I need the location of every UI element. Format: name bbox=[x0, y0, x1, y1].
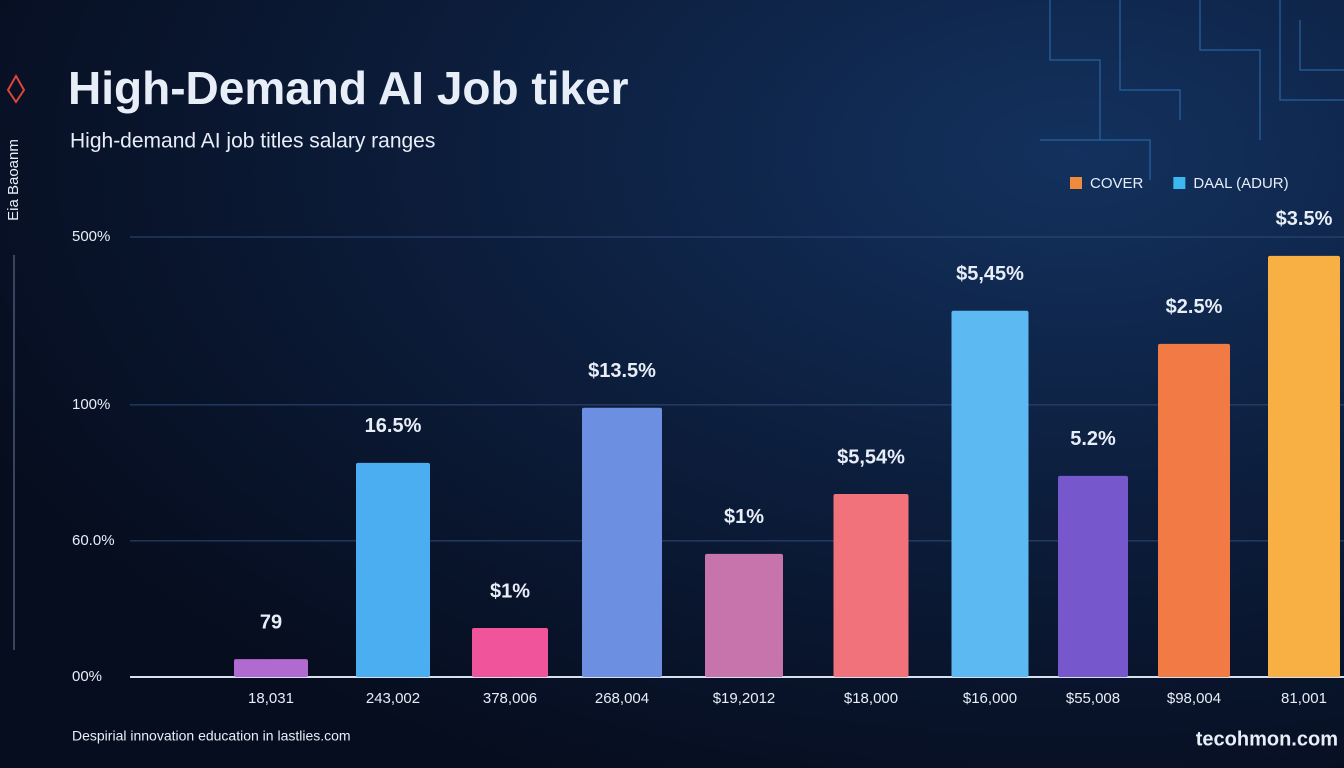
y-tick-label: 00% bbox=[72, 668, 102, 685]
legend-label: COVER bbox=[1090, 175, 1144, 192]
x-tick-label: $16,000 bbox=[963, 690, 1017, 707]
bar bbox=[234, 659, 308, 677]
legend-swatch bbox=[1173, 177, 1186, 189]
x-tick-label: 378,006 bbox=[483, 690, 537, 707]
x-tick-label: $18,000 bbox=[844, 690, 898, 707]
brand: tecohmon.com bbox=[1196, 728, 1338, 750]
chart-title: High-Demand AI Job tiker bbox=[68, 62, 629, 114]
y-tick-label: 500% bbox=[72, 228, 110, 245]
bar bbox=[951, 310, 1029, 677]
side-label: Eia Baoanm bbox=[5, 139, 22, 221]
x-tick-label: 81,001 bbox=[1281, 690, 1327, 707]
icon bbox=[6, 73, 26, 104]
y-tick-label: 60.0% bbox=[72, 532, 115, 549]
x-tick-label: 268,004 bbox=[595, 690, 649, 707]
x-tick-label: 18,031 bbox=[248, 690, 294, 707]
chart-subtitle: High-demand AI job titles salary ranges bbox=[70, 130, 435, 153]
x-tick-label: $98,004 bbox=[1167, 690, 1221, 707]
legend-label: DAAL (ADUR) bbox=[1193, 175, 1288, 192]
legend-swatch bbox=[1070, 177, 1082, 189]
x-tick-label: 243,002 bbox=[366, 690, 420, 707]
bar-annotation: 5.2% bbox=[1070, 428, 1116, 450]
bar bbox=[1058, 475, 1128, 677]
bar-annotation: $1% bbox=[490, 580, 530, 602]
bar-annotation: $2.5% bbox=[1166, 296, 1223, 318]
bar bbox=[1268, 255, 1340, 677]
bar-annotation: 79 bbox=[260, 611, 282, 633]
bar bbox=[705, 553, 783, 677]
bar-annotation: $3.5% bbox=[1276, 208, 1333, 230]
bar-annotation: $5,54% bbox=[837, 446, 905, 468]
bar bbox=[472, 628, 548, 677]
x-tick-label: $55,008 bbox=[1066, 690, 1120, 707]
bar-annotation: $5,45% bbox=[956, 263, 1024, 285]
bar bbox=[356, 462, 430, 677]
bar-annotation: $13.5% bbox=[588, 360, 656, 382]
bar bbox=[582, 407, 662, 677]
bar bbox=[833, 493, 909, 677]
x-tick-label: $19,2012 bbox=[713, 690, 776, 707]
footer: Despirial innovation education in lastli… bbox=[72, 728, 351, 744]
circuit-decoration bbox=[1040, 0, 1344, 180]
y-tick-label: 100% bbox=[72, 396, 110, 413]
bar bbox=[1158, 343, 1230, 677]
bar-annotation: 16.5% bbox=[365, 415, 422, 437]
bar-annotation: $1% bbox=[724, 506, 764, 528]
